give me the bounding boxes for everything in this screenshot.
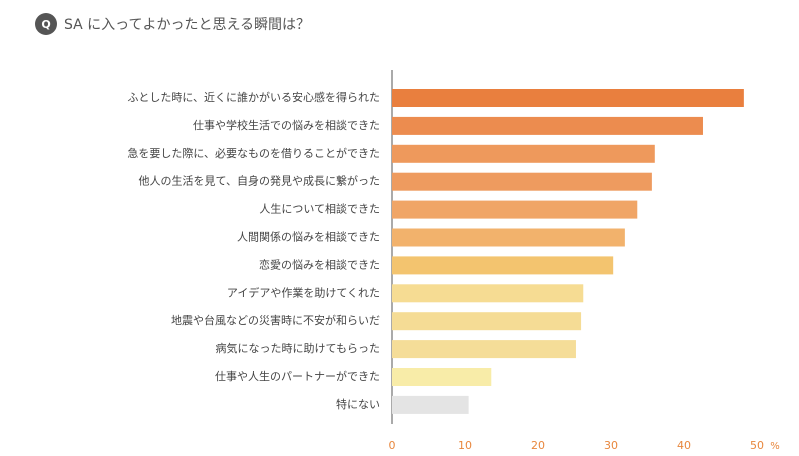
bar	[392, 284, 584, 303]
y-tick-label: アイデアや作業を助けてくれた	[227, 285, 380, 299]
y-tick-label: 人生について相談できた	[259, 202, 380, 216]
x-tick-label: 30	[604, 439, 618, 452]
bar	[392, 144, 655, 163]
y-tick-label: ふとした時に、近くに誰かがいる安心感を得られた	[127, 90, 380, 104]
y-tick-label: 病気になった時に助けてもらった	[216, 341, 380, 355]
y-tick-label: 急を要した際に、必要なものを借りることができた	[127, 146, 380, 160]
y-tick-label: 人間関係の悩みを相談できた	[237, 230, 380, 244]
bar	[392, 312, 582, 331]
x-tick-label: 20	[531, 439, 545, 452]
x-tick-label: 10	[458, 439, 472, 452]
bar	[392, 172, 652, 191]
badge: Q	[41, 18, 50, 31]
y-tick-label: 地震や台風などの災害時に不安が和らいだ	[171, 313, 380, 327]
y-tick-label: 仕事や学校生活での悩みを相談できた	[193, 118, 380, 132]
chart-title: SA に入ってよかったと思える瞬間は？	[64, 17, 310, 33]
y-tick-label: 恋愛の悩みを相談できた	[259, 257, 380, 271]
x-tick-label: 50	[750, 439, 764, 452]
y-tick-label: 他人の生活を見て、自身の発見や成長に繋がった	[139, 174, 380, 188]
y-tick-label: 仕事や人生のパートナーができた	[215, 369, 380, 383]
bar	[392, 228, 625, 247]
bar	[392, 368, 492, 386]
x-tick-label: 0	[389, 439, 396, 452]
bar	[392, 116, 703, 135]
y-tick-label: 特にない	[336, 397, 380, 411]
bar	[392, 256, 614, 275]
bar	[392, 200, 638, 219]
bar	[392, 89, 744, 107]
badge-circle	[35, 13, 57, 35]
x-tick-label: 40	[677, 439, 691, 452]
bar	[392, 395, 469, 414]
bar	[392, 340, 576, 359]
x-unit: %	[770, 441, 780, 452]
